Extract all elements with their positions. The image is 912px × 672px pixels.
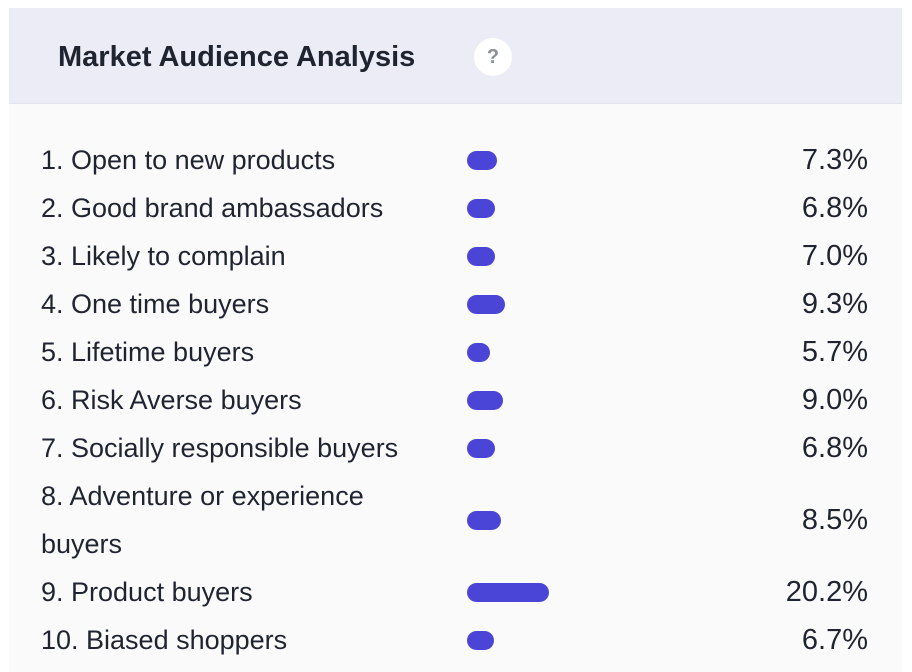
bar [467, 390, 504, 410]
audience-bar-chart: 1. Open to new products 7.3% 2. Good brand… [9, 8, 902, 672]
table-row: 10. Biased shoppers 6.7% [9, 616, 902, 664]
bar [467, 198, 495, 218]
row-label: 4. One time buyers [41, 289, 270, 319]
bar [467, 150, 497, 170]
value-label: 6.7% [801, 624, 868, 656]
row-label: 3. Likely to complain [41, 241, 286, 271]
value-label: 5.7% [801, 336, 868, 368]
row-label: 7. Socially responsible buyers [41, 433, 399, 463]
bar [467, 246, 496, 266]
row-label: 1. Open to new products [41, 145, 336, 175]
row-label: 10. Biased shoppers [41, 625, 288, 655]
value-label: 7.0% [801, 240, 868, 272]
value-label: 20.2% [785, 576, 868, 608]
table-row: 4. One time buyers 9.3% [9, 280, 902, 328]
bar [467, 438, 495, 458]
card-title: Market Audience Analysis [58, 41, 416, 73]
row-label: 8. Adventure or experience buyers [41, 481, 364, 559]
bar [467, 342, 491, 362]
row-label: 5. Lifetime buyers [41, 337, 255, 367]
table-row: 5. Lifetime buyers 5.7% [9, 328, 902, 376]
table-row: 6. Risk Averse buyers 9.0% [9, 376, 902, 424]
value-label: 8.5% [801, 504, 868, 536]
value-label: 6.8% [801, 432, 868, 464]
table-row: 7. Socially responsible buyers 6.8% [9, 424, 902, 472]
row-label: 2. Good brand ambassadors [41, 193, 384, 223]
bar [467, 582, 549, 602]
value-label: 6.8% [801, 192, 868, 224]
table-row: 1. Open to new products 7.3% [9, 136, 902, 184]
card-header: Market Audience Analysis ? [9, 8, 902, 104]
table-row: 9. Product buyers 20.2% [9, 568, 902, 616]
bar [467, 630, 495, 650]
question-icon[interactable]: ? [474, 38, 512, 76]
value-label: 9.3% [801, 288, 868, 320]
bar [467, 294, 505, 314]
table-row: 3. Likely to complain 7.0% [9, 232, 902, 280]
value-label: 9.0% [801, 384, 868, 416]
row-label: 6. Risk Averse buyers [41, 385, 302, 415]
market-audience-card: Market Audience Analysis ? 1. Open to ne… [9, 8, 902, 672]
bar [467, 510, 502, 530]
table-row: 8. Adventure or experience buyers 8.5% [9, 472, 902, 568]
row-label: 9. Product buyers [41, 577, 253, 607]
table-row: 2. Good brand ambassadors 6.8% [9, 184, 902, 232]
value-label: 7.3% [801, 144, 868, 176]
